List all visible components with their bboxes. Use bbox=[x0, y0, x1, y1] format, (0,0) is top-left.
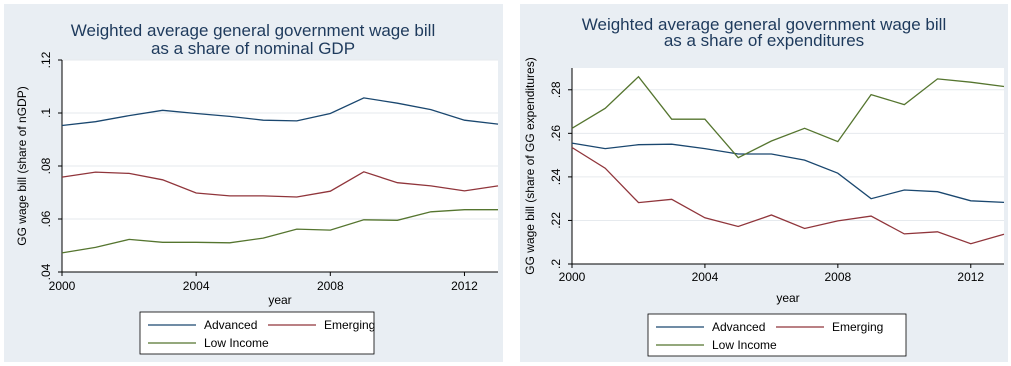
x-tick-label: 2004 bbox=[183, 279, 210, 293]
chart-title-line: Weighted average general government wage… bbox=[582, 15, 946, 34]
y-tick-label: .08 bbox=[39, 157, 53, 174]
chart-title-line: as a share of nominal GDP bbox=[151, 39, 355, 58]
chart-panel-gdp: Weighted average general government wage… bbox=[4, 4, 503, 362]
y-tick-label: .2 bbox=[549, 259, 563, 269]
y-axis-label: GG wage bill (share of GG expenditures) bbox=[523, 57, 537, 274]
y-tick-label: .24 bbox=[549, 168, 563, 185]
series-line-advanced bbox=[61, 97, 499, 127]
series-line-advanced bbox=[571, 142, 1005, 204]
y-tick-label: .04 bbox=[39, 263, 53, 280]
legend-label: Advanced bbox=[712, 320, 765, 334]
chart-title-line: as a share of expenditures bbox=[664, 31, 864, 50]
x-tick-label: 2012 bbox=[451, 279, 478, 293]
x-tick-label: 2004 bbox=[692, 270, 719, 284]
series-line-emerging bbox=[571, 146, 1005, 245]
chart-panel-expenditures: Weighted average general government wage… bbox=[520, 4, 1008, 362]
y-tick-label: .28 bbox=[549, 81, 563, 98]
x-tick-label: 2008 bbox=[824, 270, 851, 284]
y-tick-label: .26 bbox=[549, 125, 563, 142]
legend-label: Low Income bbox=[204, 336, 269, 350]
x-tick-label: 2000 bbox=[49, 279, 76, 293]
legend-box bbox=[647, 313, 907, 357]
plot-area bbox=[572, 68, 1004, 264]
x-tick-label: 2012 bbox=[957, 270, 984, 284]
x-axis-label: year bbox=[268, 293, 291, 307]
legend-box bbox=[139, 311, 375, 355]
chart-gdp-svg: Weighted average general government wage… bbox=[15, 21, 499, 355]
chart-title-line: Weighted average general government wage… bbox=[71, 21, 435, 40]
x-axis-label: year bbox=[776, 291, 799, 305]
y-tick-label: .22 bbox=[549, 212, 563, 229]
legend-label: Emerging bbox=[324, 318, 375, 332]
y-axis-label: GG wage bill (share of nGDP) bbox=[15, 86, 29, 245]
x-tick-label: 2008 bbox=[317, 279, 344, 293]
chart-expenditures-svg: Weighted average general government wage… bbox=[523, 15, 1005, 357]
y-tick-label: .12 bbox=[39, 51, 53, 68]
legend-label: Advanced bbox=[204, 318, 257, 332]
legend-label: Low Income bbox=[712, 338, 777, 352]
series-line-low-income bbox=[571, 75, 1005, 159]
legend-label: Emerging bbox=[832, 320, 883, 334]
series-line-low-income bbox=[61, 209, 498, 254]
x-tick-label: 2000 bbox=[559, 270, 586, 284]
y-tick-label: .1 bbox=[39, 108, 53, 118]
y-tick-label: .06 bbox=[39, 210, 53, 227]
series-line-emerging bbox=[61, 171, 499, 198]
